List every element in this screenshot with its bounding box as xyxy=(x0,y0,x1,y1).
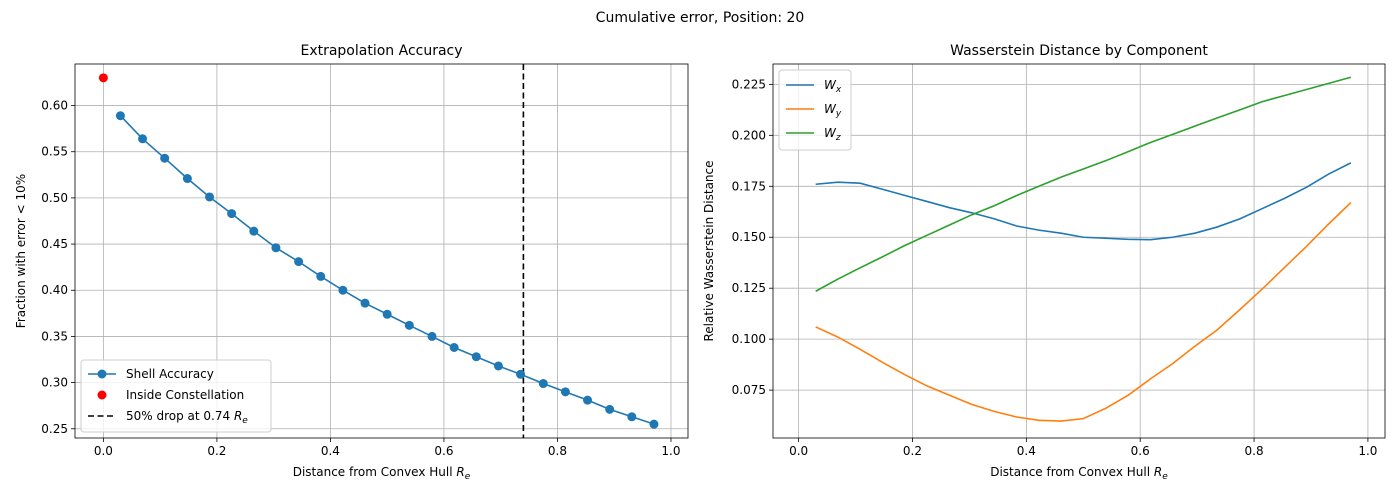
series-line-wy xyxy=(815,202,1352,422)
shell-accuracy-point xyxy=(294,257,304,267)
legend-label-wz: Wz xyxy=(824,126,841,143)
shell-accuracy-point xyxy=(249,226,259,236)
left-y-axis-label: Fraction with error < 10% xyxy=(14,174,28,328)
shell-accuracy-point xyxy=(182,174,192,184)
right-y-axis-label: Relative Wasserstein Distance xyxy=(702,160,716,341)
right-x-tick-label: 0.0 xyxy=(789,444,808,458)
right-y-tick-label: 0.150 xyxy=(732,230,766,244)
shell-accuracy-point xyxy=(205,192,215,202)
left-y-tick-label: 0.40 xyxy=(41,283,68,297)
right-x-tick-label: 0.4 xyxy=(1017,444,1036,458)
shell-accuracy-point xyxy=(649,419,659,429)
legend-label-shell-accuracy: Shell Accuracy xyxy=(126,367,214,381)
shell-accuracy-point xyxy=(382,309,392,319)
right-legend xyxy=(778,69,852,151)
shell-accuracy-point xyxy=(538,379,548,389)
left-x-tick-label: 0.4 xyxy=(321,444,340,458)
shell-accuracy-point xyxy=(404,320,414,330)
shell-accuracy-point xyxy=(516,369,526,379)
shell-accuracy-point xyxy=(449,343,459,353)
inside-constellation-point xyxy=(98,73,108,83)
legend-label-inside-constellation: Inside Constellation xyxy=(126,388,244,402)
left-y-tick-label: 0.45 xyxy=(41,237,68,251)
shell-accuracy-point xyxy=(316,271,326,281)
right-y-tick-label: 0.225 xyxy=(732,77,766,91)
shell-accuracy-point xyxy=(338,285,348,295)
shell-accuracy-point xyxy=(115,111,125,121)
left-title: Extrapolation Accuracy xyxy=(300,43,462,59)
right-axes-frame xyxy=(772,63,1386,439)
shell-accuracy-point xyxy=(138,134,148,144)
shell-accuracy-point xyxy=(360,298,370,308)
right-y-tick-label: 0.125 xyxy=(732,281,766,295)
legend-marker-inside-constellation xyxy=(97,390,107,400)
series-line-wx xyxy=(815,162,1352,241)
left-x-tick-label: 0.8 xyxy=(548,444,567,458)
left-y-tick-label: 0.50 xyxy=(41,191,68,205)
legend-label-wy: Wy xyxy=(824,102,842,119)
left-y-tick-label: 0.25 xyxy=(41,422,68,436)
right-y-tick-label: 0.100 xyxy=(732,332,766,346)
shell-accuracy-point xyxy=(605,404,615,414)
shell-accuracy-point xyxy=(627,412,637,422)
right-y-tick-label: 0.200 xyxy=(732,128,766,142)
shell-accuracy-point xyxy=(560,387,570,397)
chart-extrapolation-accuracy: 0.0 0.2 0.4 0.6 0.8 1.0 0.25 0.30 0.35 0.40 0.45 0.… xyxy=(14,43,689,482)
shell-accuracy-point xyxy=(471,352,481,362)
right-plot-area xyxy=(773,64,1385,438)
right-x-tick-label: 0.8 xyxy=(1245,444,1264,458)
chart-wasserstein-distance: 0.0 0.2 0.4 0.6 0.8 1.0 0.075 0.100 0.125 0.150 0.… xyxy=(702,43,1386,482)
shell-accuracy-point xyxy=(427,331,437,341)
legend-label-wx: Wx xyxy=(824,78,842,95)
right-x-tick-label: 0.2 xyxy=(903,444,922,458)
left-axes-frame xyxy=(74,63,689,439)
right-x-axis-label: Distance from Convex Hull Re xyxy=(990,465,1168,482)
right-title: Wasserstein Distance by Component xyxy=(950,43,1208,59)
left-x-tick-label: 0.2 xyxy=(207,444,226,458)
shell-accuracy-point xyxy=(493,361,503,371)
shell-accuracy-point xyxy=(160,153,170,163)
right-x-tick-label: 1.0 xyxy=(1358,444,1377,458)
left-y-tick-label: 0.55 xyxy=(41,145,68,159)
right-y-tick-label: 0.075 xyxy=(732,383,766,397)
left-x-axis-label: Distance from Convex Hull Re xyxy=(293,465,471,482)
legend-marker-shell-accuracy xyxy=(97,369,107,379)
left-x-tick-label: 1.0 xyxy=(661,444,680,458)
series-line-wz xyxy=(815,76,1352,292)
shell-accuracy-point xyxy=(271,243,281,253)
left-x-tick-label: 0.6 xyxy=(434,444,453,458)
legend-label-drop-line: 50% drop at 0.74 Re xyxy=(126,409,248,426)
shell-accuracy-point xyxy=(227,209,237,219)
left-y-tick-label: 0.60 xyxy=(41,99,68,113)
left-x-tick-label: 0.0 xyxy=(94,444,113,458)
left-y-tick-label: 0.30 xyxy=(41,376,68,390)
left-legend xyxy=(80,359,272,433)
left-y-tick-label: 0.35 xyxy=(41,329,68,343)
right-y-tick-label: 0.175 xyxy=(732,179,766,193)
shell-accuracy-point xyxy=(583,395,593,405)
figure-title: Cumulative error, Position: 20 xyxy=(596,10,805,26)
right-x-tick-label: 0.6 xyxy=(1131,444,1150,458)
